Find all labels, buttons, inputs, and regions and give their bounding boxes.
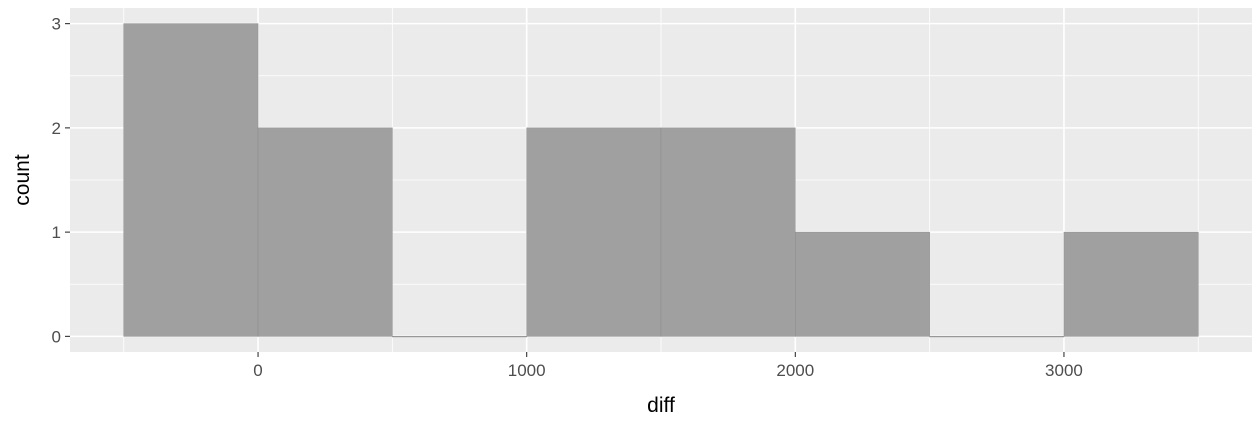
x-tick-label: 1000 [508, 361, 546, 380]
histogram-bar [392, 336, 527, 338]
y-tick-label: 2 [52, 119, 61, 138]
y-axis: 0 1 2 3 [52, 15, 70, 346]
histogram-bars [123, 23, 1199, 338]
x-tick-label: 3000 [1045, 361, 1083, 380]
histogram-bar [123, 23, 259, 337]
histogram-bar [526, 127, 662, 337]
histogram-bar [1063, 231, 1199, 337]
histogram-bar [257, 127, 393, 337]
x-axis: 0 1000 2000 3000 [253, 352, 1083, 380]
y-axis-title: count [11, 154, 34, 206]
histogram-bar [795, 231, 930, 337]
histogram-bar [929, 336, 1065, 338]
y-tick-label: 3 [52, 15, 61, 34]
y-tick-label: 1 [52, 223, 61, 242]
histogram-bar [660, 127, 796, 337]
x-tick-label: 2000 [776, 361, 814, 380]
x-tick-label: 0 [253, 361, 262, 380]
y-tick-label: 0 [52, 327, 61, 346]
x-axis-title: diff [647, 394, 675, 417]
